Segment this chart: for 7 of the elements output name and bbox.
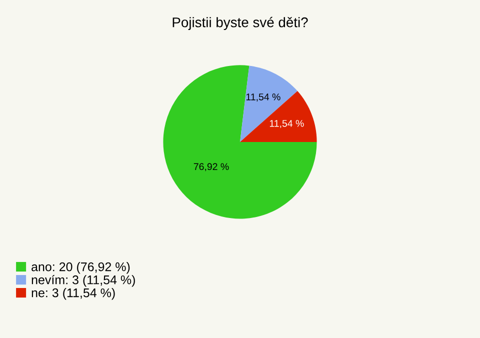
legend-label: nevím: 3 (11,54 %) xyxy=(32,274,135,287)
data-label: 11,54 % xyxy=(246,94,280,102)
data-label: 76,92 % xyxy=(194,163,229,172)
legend-label: ne: 3 (11,54 %) xyxy=(32,288,115,300)
legend-label: ano: 20 (76,92 %) xyxy=(32,262,130,274)
data-label: 11,54 % xyxy=(270,120,304,128)
chart-title: Pojistii byste své děti? xyxy=(172,16,308,30)
